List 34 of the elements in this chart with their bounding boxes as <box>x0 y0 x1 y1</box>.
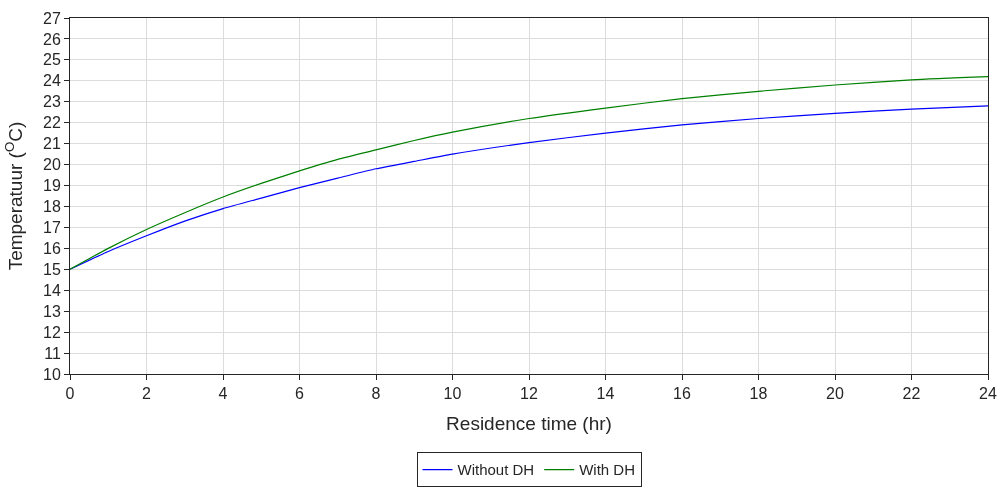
x-tick-label: 24 <box>979 385 997 403</box>
x-tick-label: 4 <box>218 385 228 403</box>
y-tick-label: 27 <box>43 9 61 27</box>
x-tick-label: 8 <box>371 385 381 403</box>
y-tick-label: 18 <box>43 198 61 216</box>
y-tick-label: 21 <box>43 135 61 153</box>
x-axis-title: Residence time (hr) <box>446 413 612 434</box>
y-tick-label: 14 <box>43 281 61 299</box>
x-tick-label: 18 <box>749 385 768 403</box>
y-tick-label: 12 <box>43 323 61 341</box>
x-tick-label: 22 <box>902 385 921 403</box>
legend-label: With DH <box>579 461 636 479</box>
x-tick-label: 6 <box>295 385 305 403</box>
x-tick-label: 10 <box>443 385 462 403</box>
legend-label: Without DH <box>457 461 535 479</box>
y-tick-label: 23 <box>43 93 61 111</box>
x-tick-label: 20 <box>826 385 844 403</box>
y-tick-label: 24 <box>43 72 61 90</box>
y-tick-label: 20 <box>43 156 61 174</box>
y-tick-label: 17 <box>43 219 61 237</box>
y-tick-label: 22 <box>43 114 61 132</box>
x-tick-label: 2 <box>142 385 152 403</box>
y-tick-label: 25 <box>43 51 61 69</box>
x-tick-label: 16 <box>673 385 691 403</box>
y-tick-label: 10 <box>43 365 61 383</box>
y-tick-label: 16 <box>43 239 61 257</box>
x-tick-label: 12 <box>520 385 538 403</box>
y-tick-label: 19 <box>43 177 61 195</box>
x-tick-label: 14 <box>596 385 615 403</box>
y-tick-label: 15 <box>43 260 61 278</box>
y-tick-label: 13 <box>43 302 61 320</box>
y-tick-label: 26 <box>43 30 61 48</box>
y-tick-label: 11 <box>44 344 61 362</box>
x-tick-label: 0 <box>65 385 75 403</box>
